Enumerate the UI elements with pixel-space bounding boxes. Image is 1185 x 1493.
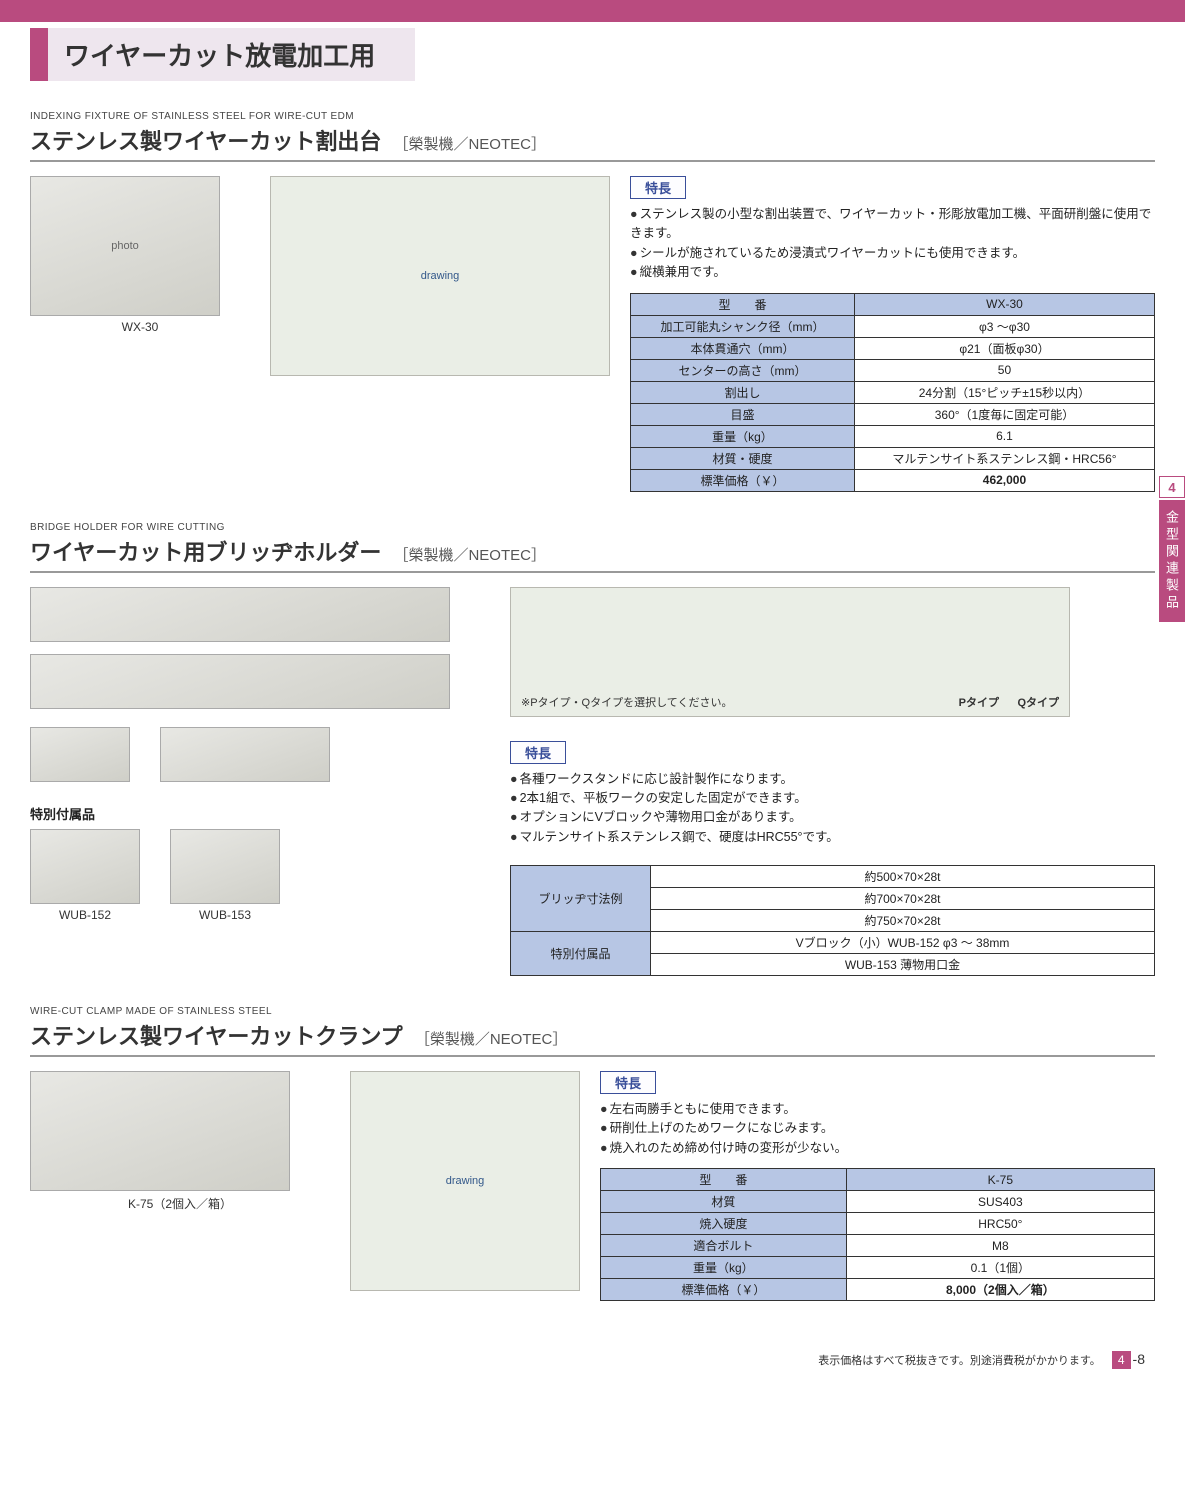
page-footer: 表示価格はすべて税抜きです。別途消費税がかかります。 4-8 — [30, 1351, 1155, 1369]
product-photo-wx30: photo — [30, 176, 220, 316]
caption-k75: K-75（2個入／箱） — [30, 1195, 330, 1212]
spec-label: 重量（kg） — [631, 425, 855, 447]
feature-item: 2本1組で、平板ワークの安定した固定ができます。 — [510, 789, 1155, 808]
wub152-photo — [30, 829, 140, 904]
spec-value: マルテンサイト系ステンレス鋼・HRC56° — [854, 447, 1154, 469]
spec-value: Vブロック（小）WUB-152 φ3 ～ 38mm — [651, 932, 1155, 954]
section1-en-subtitle: INDEXING FIXTURE OF STAINLESS STEEL FOR … — [30, 111, 1155, 122]
spec-value: 約700×70×28t — [651, 888, 1155, 910]
spec-table-bridge: ブリッヂ寸法例 約500×70×28t 約700×70×28t 約750×70×… — [510, 865, 1155, 976]
spec-label: 本体貫通穴（mm） — [631, 337, 855, 359]
spec-label: 焼入硬度 — [601, 1213, 847, 1235]
wub153-photo — [170, 829, 280, 904]
section2-title: ワイヤーカット用ブリッヂホルダー ［榮製機／NEOTEC］ — [30, 535, 1155, 573]
clips-photo — [30, 727, 130, 782]
feature-item: オプションにVブロックや薄物用口金があります。 — [510, 808, 1155, 827]
section1-title-jp: ステンレス製ワイヤーカット割出台 — [30, 129, 381, 154]
k75-photo — [30, 1071, 290, 1191]
features-list-s1: ステンレス製の小型な割出装置で、ワイヤーカット・形彫放電加工機、平面研削盤に使用… — [630, 205, 1155, 283]
diagram-qtype: Qタイプ — [1017, 694, 1059, 710]
section3-en-subtitle: WIRE-CUT CLAMP MADE OF STAINLESS STEEL — [30, 1006, 1155, 1017]
spec-label: 材質 — [601, 1191, 847, 1213]
caption-wub152: WUB-152 — [30, 908, 140, 922]
section3-title-jp: ステンレス製ワイヤーカットクランプ — [30, 1024, 403, 1049]
wx30-tech-drawing: drawing — [270, 176, 610, 376]
bridge-photo-2 — [30, 654, 450, 709]
section1-brand: ［榮製機／NEOTEC］ — [393, 136, 546, 153]
spec-value: 0.1（1個） — [846, 1257, 1154, 1279]
feature-item: 各種ワークスタンドに応じ設計製作になります。 — [510, 770, 1155, 789]
section-indexing-fixture: INDEXING FIXTURE OF STAINLESS STEEL FOR … — [30, 111, 1155, 492]
spec-value: M8 — [846, 1235, 1154, 1257]
feature-item: シールが施されているため浸漬式ワイヤーカットにも使用できます。 — [630, 244, 1155, 263]
spec-label: 加工可能丸シャンク径（mm） — [631, 315, 855, 337]
spec-label: 標準価格（￥） — [631, 469, 855, 491]
spec-label: 重量（kg） — [601, 1257, 847, 1279]
spec-label: ブリッヂ寸法例 — [511, 866, 651, 932]
features-header: 特長 — [600, 1071, 656, 1094]
th-model: 型 番 — [601, 1169, 847, 1191]
spec-value: φ3 ～φ30 — [854, 315, 1154, 337]
spec-label: 特別付属品 — [511, 932, 651, 976]
spec-value: HRC50° — [846, 1213, 1154, 1235]
th-value: WX-30 — [854, 293, 1154, 315]
spec-value: 約500×70×28t — [651, 866, 1155, 888]
spec-table-wx30: 型 番 WX-30 加工可能丸シャンク径（mm）φ3 ～φ30 本体貫通穴（mm… — [630, 293, 1155, 492]
section-wirecut-clamp: WIRE-CUT CLAMP MADE OF STAINLESS STEEL ス… — [30, 1006, 1155, 1301]
section2-title-jp: ワイヤーカット用ブリッヂホルダー — [30, 540, 381, 565]
photo-caption-wx30: WX-30 — [30, 320, 250, 334]
feature-item: 研削仕上げのためワークになじみます。 — [600, 1119, 1155, 1138]
bolts-photo — [160, 727, 330, 782]
features-list-s3: 左右両勝手ともに使用できます。 研削仕上げのためワークになじみます。 焼入れのた… — [600, 1100, 1155, 1158]
spec-label: センターの高さ（mm） — [631, 359, 855, 381]
features-header: 特長 — [630, 176, 686, 199]
spec-value: 50 — [854, 359, 1154, 381]
spec-value: φ21（面板φ30） — [854, 337, 1154, 359]
features-header: 特長 — [510, 741, 566, 764]
spec-value: 360°（1度毎に固定可能） — [854, 403, 1154, 425]
th-value: K-75 — [846, 1169, 1154, 1191]
diagram-note: ※Pタイプ・Qタイプを選択してください。 — [521, 694, 732, 710]
feature-item: マルテンサイト系ステンレス鋼で、硬度はHRC55°です。 — [510, 828, 1155, 847]
page-number-suffix: -8 — [1133, 1351, 1145, 1367]
spec-value: SUS403 — [846, 1191, 1154, 1213]
features-list-s2: 各種ワークスタンドに応じ設計製作になります。 2本1組で、平板ワークの安定した固… — [510, 770, 1155, 848]
spec-label: 標準価格（￥） — [601, 1279, 847, 1301]
diagram-ptype: Pタイプ — [959, 694, 999, 710]
section2-en-subtitle: BRIDGE HOLDER FOR WIRE CUTTING — [30, 522, 1155, 533]
th-model: 型 番 — [631, 293, 855, 315]
footer-note: 表示価格はすべて税抜きです。別途消費税がかかります。 — [818, 1355, 1101, 1367]
page-number-box: 4 — [1112, 1351, 1131, 1369]
side-tab-number: 4 — [1159, 476, 1185, 498]
section3-title: ステンレス製ワイヤーカットクランプ ［榮製機／NEOTEC］ — [30, 1019, 1155, 1057]
bridge-tech-drawing: ※Pタイプ・Qタイプを選択してください。 Pタイプ Qタイプ — [510, 587, 1070, 717]
feature-item: 焼入れのため締め付け時の変形が少ない。 — [600, 1139, 1155, 1158]
spec-label: 目盛 — [631, 403, 855, 425]
feature-item: 左右両勝手ともに使用できます。 — [600, 1100, 1155, 1119]
section-bridge-holder: BRIDGE HOLDER FOR WIRE CUTTING ワイヤーカット用ブ… — [30, 522, 1155, 977]
spec-value: WUB-153 薄物用口金 — [651, 954, 1155, 976]
spec-value: 24分割（15°ピッチ±15秒以内） — [854, 381, 1154, 403]
feature-item: 縦横兼用です。 — [630, 263, 1155, 282]
spec-value: 8,000（2個入／箱） — [846, 1279, 1154, 1301]
side-tab-label: 金型関連製品 — [1159, 500, 1185, 622]
spec-label: 材質・硬度 — [631, 447, 855, 469]
page-header: ワイヤーカット放電加工用 — [30, 28, 415, 81]
feature-item: ステンレス製の小型な割出装置で、ワイヤーカット・形彫放電加工機、平面研削盤に使用… — [630, 205, 1155, 244]
spec-label: 適合ボルト — [601, 1235, 847, 1257]
spec-table-k75: 型 番 K-75 材質SUS403 焼入硬度HRC50° 適合ボルトM8 重量（… — [600, 1168, 1155, 1301]
spec-label: 割出し — [631, 381, 855, 403]
spec-value: 462,000 — [854, 469, 1154, 491]
bridge-photo-1 — [30, 587, 450, 642]
section3-brand: ［榮製機／NEOTEC］ — [415, 1031, 568, 1048]
k75-tech-drawing: drawing — [350, 1071, 580, 1291]
spec-value: 6.1 — [854, 425, 1154, 447]
caption-wub153: WUB-153 — [170, 908, 280, 922]
section2-brand: ［榮製機／NEOTEC］ — [393, 547, 546, 564]
spec-value: 約750×70×28t — [651, 910, 1155, 932]
accessories-label: 特別付属品 — [30, 804, 490, 823]
section1-title: ステンレス製ワイヤーカット割出台 ［榮製機／NEOTEC］ — [30, 124, 1155, 162]
